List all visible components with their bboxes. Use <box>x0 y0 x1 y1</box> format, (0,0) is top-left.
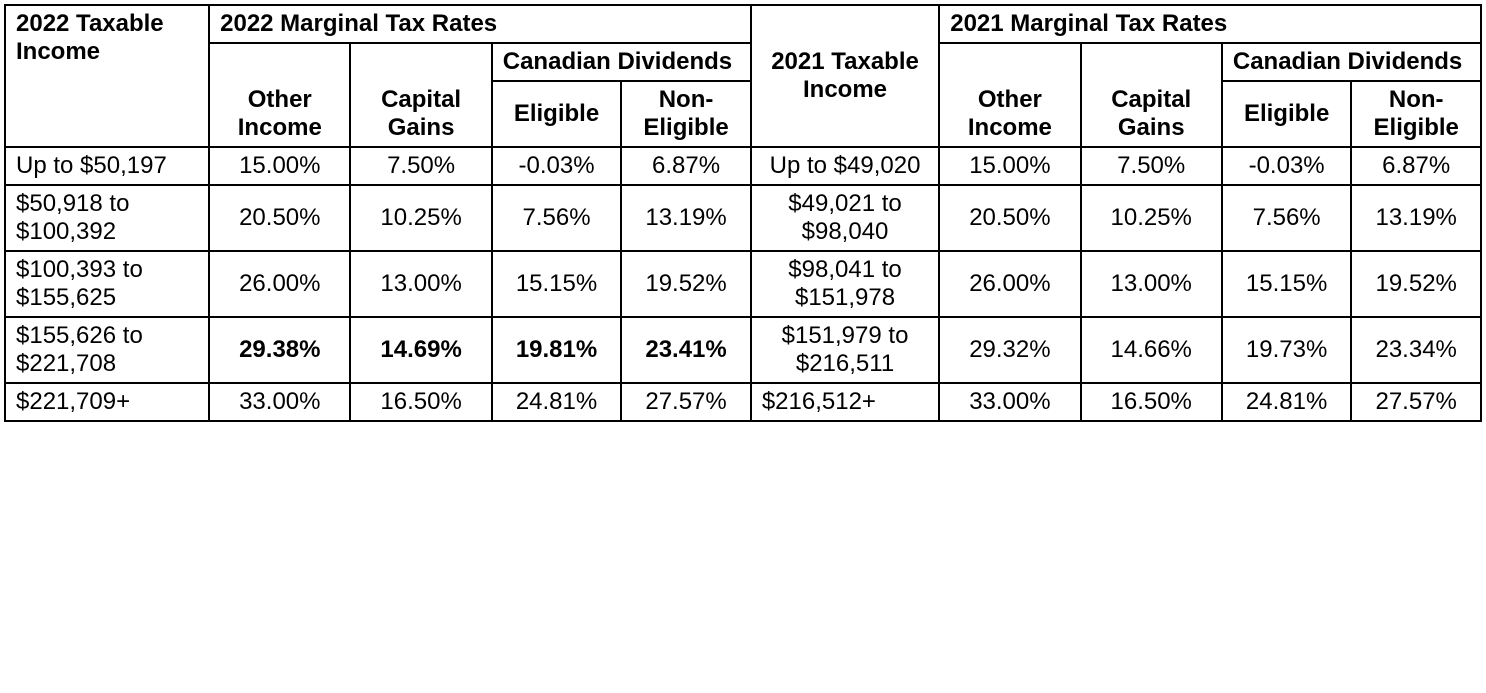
cell-gains-2022: 10.25% <box>350 185 491 251</box>
cell-non-eligible-2022: 27.57% <box>621 383 751 421</box>
cell-income-2021: Up to $49,020 <box>751 147 939 185</box>
cell-income-2021: $49,021 to $98,040 <box>751 185 939 251</box>
header-taxable-income-2022: 2022 Taxable Income <box>5 5 209 147</box>
cell-income-2022: $50,918 to $100,392 <box>5 185 209 251</box>
table-body: Up to $50,19715.00%7.50%-0.03%6.87%Up to… <box>5 147 1481 421</box>
header-eligible-2021: Eligible <box>1222 81 1352 147</box>
cell-other-2021: 20.50% <box>939 185 1080 251</box>
cell-non-eligible-2021: 13.19% <box>1351 185 1481 251</box>
cell-eligible-2022: 15.15% <box>492 251 622 317</box>
cell-income-2022: $155,626 to $221,708 <box>5 317 209 383</box>
cell-gains-2021: 14.66% <box>1081 317 1222 383</box>
cell-eligible-2022: -0.03% <box>492 147 622 185</box>
cell-other-2022: 29.38% <box>209 317 350 383</box>
header-eligible-2022: Eligible <box>492 81 622 147</box>
table-header: 2022 Taxable Income 2022 Marginal Tax Ra… <box>5 5 1481 147</box>
header-other-income-2021: Other Income <box>939 43 1080 147</box>
cell-non-eligible-2022: 23.41% <box>621 317 751 383</box>
cell-other-2022: 20.50% <box>209 185 350 251</box>
cell-eligible-2021: 19.73% <box>1222 317 1352 383</box>
cell-income-2022: Up to $50,197 <box>5 147 209 185</box>
cell-income-2021: $151,979 to $216,511 <box>751 317 939 383</box>
cell-eligible-2022: 24.81% <box>492 383 622 421</box>
cell-gains-2022: 13.00% <box>350 251 491 317</box>
cell-non-eligible-2022: 13.19% <box>621 185 751 251</box>
header-taxable-income-2021: 2021 Taxable Income <box>751 5 939 147</box>
cell-other-2022: 15.00% <box>209 147 350 185</box>
cell-other-2022: 33.00% <box>209 383 350 421</box>
header-non-eligible-2022: Non-Eligible <box>621 81 751 147</box>
header-canadian-dividends-2022: Canadian Dividends <box>492 43 751 81</box>
table-row: $50,918 to $100,39220.50%10.25%7.56%13.1… <box>5 185 1481 251</box>
cell-gains-2021: 16.50% <box>1081 383 1222 421</box>
cell-gains-2022: 7.50% <box>350 147 491 185</box>
cell-gains-2021: 7.50% <box>1081 147 1222 185</box>
cell-eligible-2021: 15.15% <box>1222 251 1352 317</box>
cell-income-2022: $100,393 to $155,625 <box>5 251 209 317</box>
cell-eligible-2021: 7.56% <box>1222 185 1352 251</box>
cell-other-2021: 29.32% <box>939 317 1080 383</box>
table-row: Up to $50,19715.00%7.50%-0.03%6.87%Up to… <box>5 147 1481 185</box>
header-non-eligible-2021: Non-Eligible <box>1351 81 1481 147</box>
cell-gains-2022: 16.50% <box>350 383 491 421</box>
table-row: $155,626 to $221,70829.38%14.69%19.81%23… <box>5 317 1481 383</box>
header-other-income-2022: Other Income <box>209 43 350 147</box>
header-capital-gains-2022: Capital Gains <box>350 43 491 147</box>
cell-gains-2021: 10.25% <box>1081 185 1222 251</box>
cell-other-2021: 26.00% <box>939 251 1080 317</box>
cell-eligible-2022: 7.56% <box>492 185 622 251</box>
cell-non-eligible-2021: 27.57% <box>1351 383 1481 421</box>
header-row-2: Other Income Capital Gains Canadian Divi… <box>5 43 1481 81</box>
cell-gains-2021: 13.00% <box>1081 251 1222 317</box>
cell-eligible-2021: -0.03% <box>1222 147 1352 185</box>
cell-income-2022: $221,709+ <box>5 383 209 421</box>
cell-income-2021: $216,512+ <box>751 383 939 421</box>
cell-non-eligible-2022: 6.87% <box>621 147 751 185</box>
cell-other-2021: 15.00% <box>939 147 1080 185</box>
cell-non-eligible-2021: 6.87% <box>1351 147 1481 185</box>
header-capital-gains-2021: Capital Gains <box>1081 43 1222 147</box>
header-marginal-rates-2021: 2021 Marginal Tax Rates <box>939 5 1481 43</box>
cell-non-eligible-2022: 19.52% <box>621 251 751 317</box>
tax-rates-table: 2022 Taxable Income 2022 Marginal Tax Ra… <box>4 4 1482 422</box>
cell-income-2021: $98,041 to $151,978 <box>751 251 939 317</box>
header-canadian-dividends-2021: Canadian Dividends <box>1222 43 1481 81</box>
cell-other-2022: 26.00% <box>209 251 350 317</box>
cell-eligible-2022: 19.81% <box>492 317 622 383</box>
cell-gains-2022: 14.69% <box>350 317 491 383</box>
cell-other-2021: 33.00% <box>939 383 1080 421</box>
cell-eligible-2021: 24.81% <box>1222 383 1352 421</box>
cell-non-eligible-2021: 23.34% <box>1351 317 1481 383</box>
header-row-1: 2022 Taxable Income 2022 Marginal Tax Ra… <box>5 5 1481 43</box>
header-marginal-rates-2022: 2022 Marginal Tax Rates <box>209 5 751 43</box>
cell-non-eligible-2021: 19.52% <box>1351 251 1481 317</box>
table-row: $221,709+33.00%16.50%24.81%27.57%$216,51… <box>5 383 1481 421</box>
table-row: $100,393 to $155,62526.00%13.00%15.15%19… <box>5 251 1481 317</box>
